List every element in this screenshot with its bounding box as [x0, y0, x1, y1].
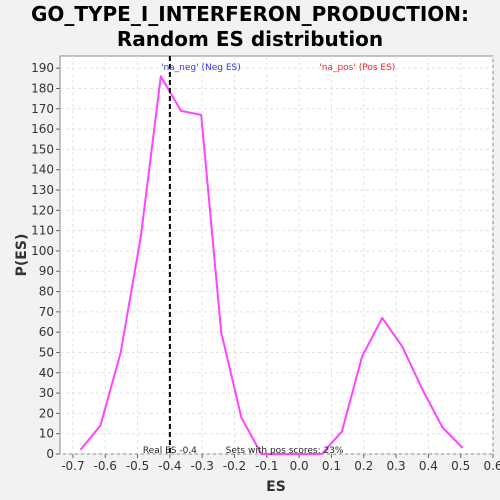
- y-tick-label: 80: [39, 285, 54, 299]
- chart-title-line-2: Random ES distribution: [116, 27, 384, 51]
- y-tick-label: 30: [39, 386, 54, 400]
- y-tick-label: 90: [39, 264, 54, 278]
- annotations: 'na_neg' (Neg ES) 'na_pos' (Pos ES) Real E…: [143, 56, 395, 456]
- y-tick-label: 0: [46, 447, 54, 461]
- y-tick-label: 10: [39, 427, 54, 441]
- y-tick-label: 100: [31, 244, 54, 258]
- series: [79, 75, 464, 455]
- y-tick-label: 50: [39, 345, 54, 359]
- y-tick-label: 150: [31, 142, 54, 156]
- y-tick-label: 60: [39, 325, 54, 339]
- y-tick-label: 160: [31, 122, 54, 136]
- y-tick-label: 130: [31, 183, 54, 197]
- x-tick-label: -0.7: [61, 459, 84, 473]
- x-tick-label: 0.3: [387, 459, 406, 473]
- x-tick-label: -0.3: [190, 459, 213, 473]
- x-tick-label: -0.5: [126, 459, 149, 473]
- x-tick-label: -0.4: [158, 459, 181, 473]
- y-axis-label: P(ES): [14, 234, 30, 277]
- x-tick-label: -0.2: [223, 459, 246, 473]
- x-tick-label: 0.2: [354, 459, 373, 473]
- grid: [60, 56, 494, 455]
- y-tick-label: 110: [31, 224, 54, 238]
- x-tick-label: 0.4: [419, 459, 438, 473]
- y-tick-label: 20: [39, 406, 54, 420]
- legend-neg-label: 'na_neg' (Neg ES): [161, 63, 241, 73]
- real-es-annotation: Real ES -0.4: [143, 446, 197, 456]
- y-tick-label: 120: [31, 203, 54, 217]
- x-tick-label: 0.0: [290, 459, 309, 473]
- y-tick-label: 190: [31, 61, 54, 75]
- y-tick-label: 40: [39, 366, 54, 380]
- chart-title-line-1: GO_TYPE_I_INTERFERON_PRODUCTION:: [30, 2, 470, 26]
- x-tick-label: 0.1: [322, 459, 341, 473]
- legend-pos-label: 'na_pos' (Pos ES): [319, 63, 395, 73]
- y-tick-label: 140: [31, 163, 54, 177]
- pos-scores-annotation: Sets with pos scores: 23%: [226, 446, 344, 456]
- x-tick-label: -0.1: [255, 459, 278, 473]
- x-tick-label: 0.6: [483, 459, 500, 473]
- x-tick-label: 0.5: [451, 459, 470, 473]
- chart-title: GO_TYPE_I_INTERFERON_PRODUCTION: Random …: [0, 2, 500, 52]
- y-tick-label: 170: [31, 102, 54, 116]
- x-axis-label: ES: [266, 479, 286, 495]
- x-tick-label: -0.6: [94, 459, 117, 473]
- y-tick-label: 180: [31, 81, 54, 95]
- axes: 0 10 20 30 40 50 60 70 80 90 100 110 120 130 140 150 160…: [31, 61, 500, 473]
- y-tick-label: 70: [39, 305, 54, 319]
- density-line: [79, 75, 464, 455]
